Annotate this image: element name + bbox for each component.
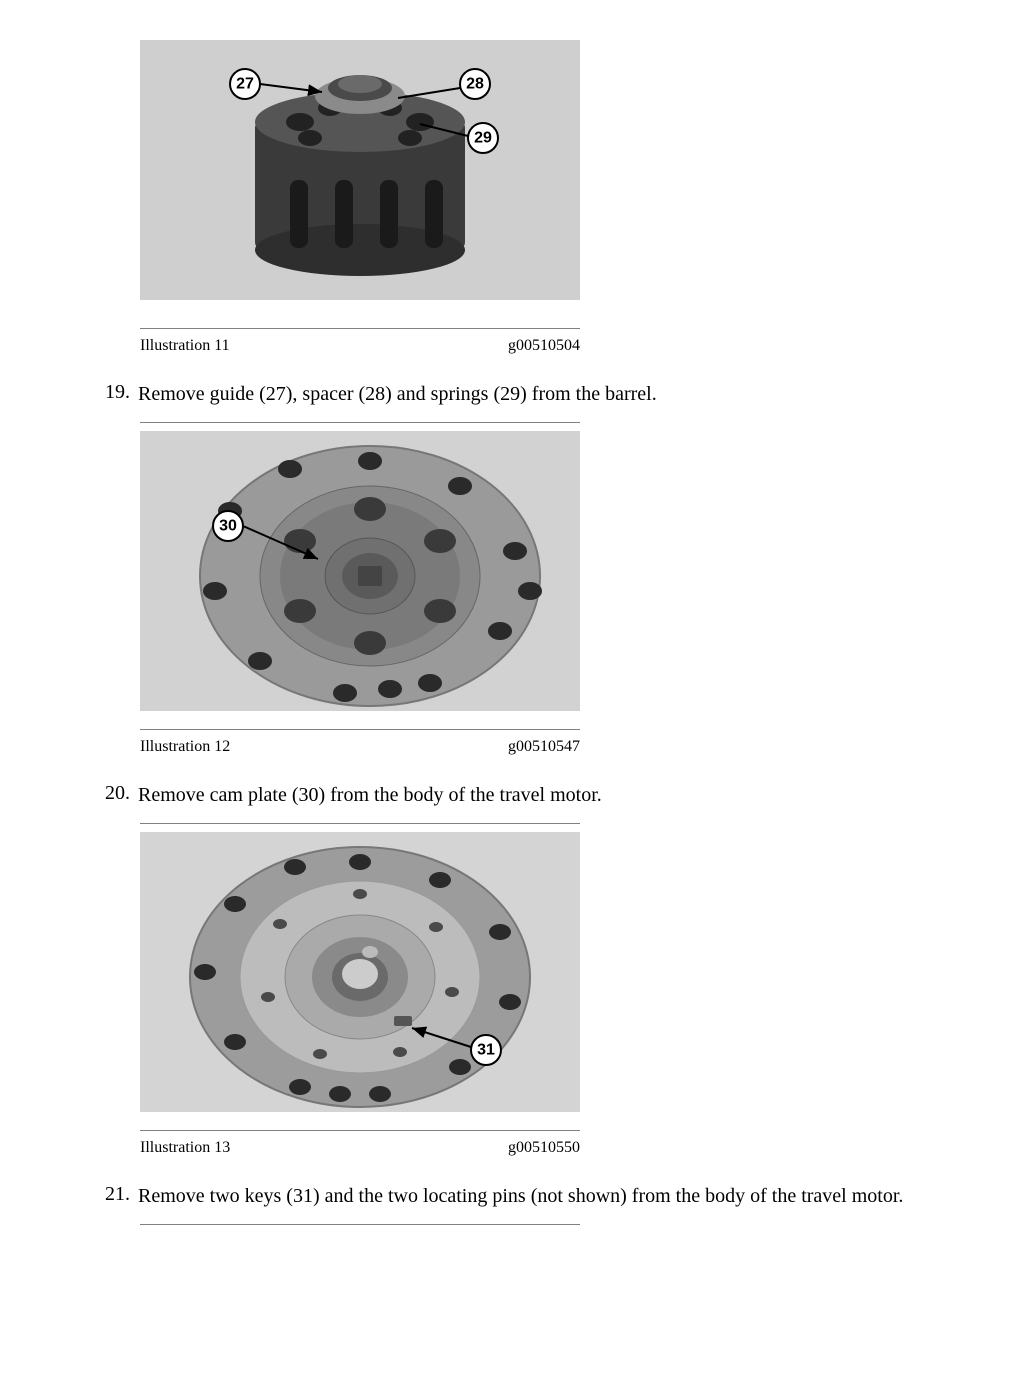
step-21: 21. Remove two keys (31) and the two loc… bbox=[100, 1183, 944, 1210]
svg-text:29: 29 bbox=[474, 130, 492, 147]
illustration-image-11: 27 28 29 bbox=[140, 40, 580, 320]
illustration-label: Illustration 11 bbox=[140, 337, 230, 355]
svg-text:27: 27 bbox=[236, 76, 254, 93]
step-number: 21. bbox=[100, 1183, 138, 1210]
step-text: Remove two keys (31) and the two locatin… bbox=[138, 1183, 944, 1210]
illustration-label: Illustration 13 bbox=[140, 1139, 230, 1157]
figure-12: 30 Illustration 12 g00510547 bbox=[100, 431, 944, 756]
step-number: 20. bbox=[100, 782, 138, 809]
figure-divider bbox=[140, 729, 580, 730]
step-text: Remove guide (27), spacer (28) and sprin… bbox=[138, 381, 944, 408]
document-page: 27 28 29 Illustration 11 g00510504 19. R… bbox=[100, 40, 944, 1225]
figure-13: 31 Illustration 13 g00510550 bbox=[100, 832, 944, 1157]
figure-top-divider bbox=[140, 823, 580, 824]
svg-text:30: 30 bbox=[219, 518, 237, 535]
step-number: 19. bbox=[100, 381, 138, 408]
figure-caption-11: Illustration 11 g00510504 bbox=[140, 337, 580, 355]
image-id: g00510504 bbox=[508, 337, 580, 355]
figure-caption-13: Illustration 13 g00510550 bbox=[140, 1139, 580, 1157]
figure-top-divider bbox=[140, 422, 580, 423]
figure-divider bbox=[140, 328, 580, 329]
step-20: 20. Remove cam plate (30) from the body … bbox=[100, 782, 944, 809]
figure-top-divider bbox=[140, 1224, 580, 1225]
illustration-label: Illustration 12 bbox=[140, 738, 230, 756]
svg-text:28: 28 bbox=[466, 76, 484, 93]
svg-text:31: 31 bbox=[477, 1042, 495, 1059]
figure-11: 27 28 29 Illustration 11 g00510504 bbox=[100, 40, 944, 355]
figure-caption-12: Illustration 12 g00510547 bbox=[140, 738, 580, 756]
step-text: Remove cam plate (30) from the body of t… bbox=[138, 782, 944, 809]
illustration-image-12: 30 bbox=[140, 431, 580, 721]
image-id: g00510550 bbox=[508, 1139, 580, 1157]
image-id: g00510547 bbox=[508, 738, 580, 756]
illustration-image-13: 31 bbox=[140, 832, 580, 1122]
step-19: 19. Remove guide (27), spacer (28) and s… bbox=[100, 381, 944, 408]
figure-divider bbox=[140, 1130, 580, 1131]
